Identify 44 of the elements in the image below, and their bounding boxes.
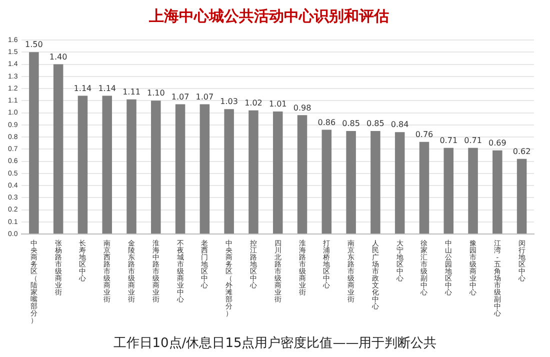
bar — [492, 150, 502, 234]
data-label: 1.50 — [25, 40, 43, 50]
bar — [370, 130, 380, 234]
data-label: 0.85 — [342, 119, 360, 128]
bar — [200, 104, 210, 234]
data-label: 1.02 — [244, 98, 262, 108]
bar — [394, 132, 405, 234]
data-label: 0.98 — [293, 103, 312, 112]
bar — [53, 64, 64, 234]
bar — [126, 99, 136, 234]
data-label: 1.40 — [49, 52, 68, 62]
chart-title: 上海中心城公共活动中心识别和评估 — [148, 6, 389, 25]
data-label: 0.86 — [318, 118, 336, 127]
bar — [29, 52, 39, 234]
data-label: 1.03 — [220, 97, 238, 106]
data-label: 0.76 — [415, 130, 434, 139]
data-label: 0.84 — [390, 120, 409, 130]
bar — [78, 96, 88, 234]
text: 工作日10点/休息日15点用户密度比值——用于判断公共 — [112, 335, 438, 352]
bar — [468, 148, 478, 234]
data-label: 1.11 — [122, 87, 140, 96]
data-label: 1.07 — [196, 92, 214, 102]
data-label: 0.71 — [464, 136, 482, 145]
data-label: 1.14 — [74, 84, 92, 93]
data-label: 0.85 — [366, 119, 384, 128]
bar — [297, 115, 308, 234]
data-label: 1.14 — [98, 84, 116, 93]
bar — [516, 158, 527, 234]
bar — [175, 104, 186, 234]
data-label: 0.69 — [488, 138, 506, 148]
bar — [272, 112, 283, 234]
bar — [248, 110, 258, 234]
bar — [151, 100, 161, 234]
bar — [224, 109, 234, 234]
bar — [419, 142, 430, 234]
data-label: 0.62 — [512, 146, 531, 156]
data-label: 1.10 — [146, 88, 165, 98]
bar — [322, 130, 332, 234]
data-label: 0.71 — [440, 136, 458, 145]
bar — [102, 96, 112, 234]
bar — [346, 130, 356, 234]
data-label: 1.07 — [171, 92, 190, 102]
bar — [444, 148, 454, 234]
data-label: 1.01 — [268, 100, 287, 109]
